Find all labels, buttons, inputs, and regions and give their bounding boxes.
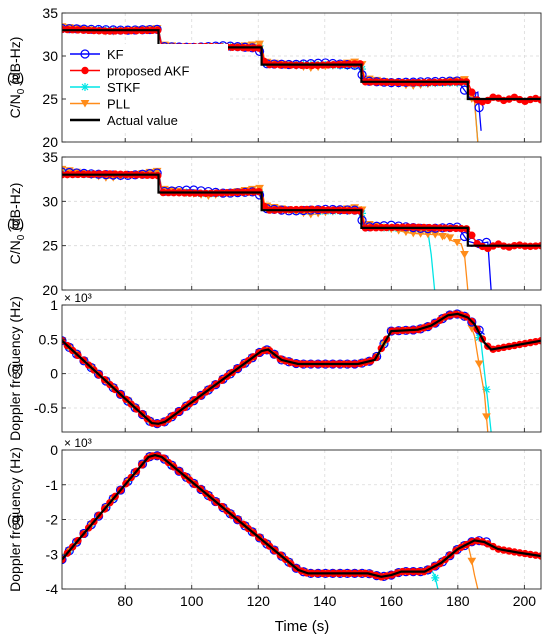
x-axis-label: Time (s): [275, 618, 329, 635]
marker-stkf: [431, 573, 440, 582]
panel-label: (a): [7, 70, 24, 86]
marker-kf: [174, 406, 184, 417]
y-tick-label: -3: [46, 546, 59, 562]
legend-entry-label: Actual value: [107, 113, 178, 128]
y-tick-label: 20: [42, 134, 58, 150]
legend-entry-label: STKF: [107, 80, 140, 95]
y-tick-label: 25: [42, 91, 58, 107]
y-exponent-label: × 10³: [64, 291, 92, 305]
x-tick-label: 160: [380, 593, 404, 609]
x-tick-label: 100: [180, 593, 204, 609]
legend-marker: [81, 66, 89, 75]
x-tick-label: 180: [446, 593, 470, 609]
marker-pll: [467, 557, 477, 566]
y-tick-label: 30: [42, 48, 58, 64]
marker-kf: [62, 554, 67, 565]
series-line-kf: [62, 454, 492, 578]
marker-pll: [255, 40, 264, 49]
marker-kf: [62, 336, 67, 346]
marker-kf: [233, 363, 243, 374]
y-tick-label: -2: [46, 512, 59, 528]
y-tick-label: 25: [42, 238, 58, 254]
y-axis-label: Doppler frequency (Hz): [7, 447, 23, 592]
marker-pll: [474, 360, 484, 369]
legend-entry-label: KF: [107, 47, 124, 62]
y-tick-label: 0: [50, 442, 58, 458]
x-tick-label: 120: [247, 593, 271, 609]
y-tick-label: 35: [42, 149, 58, 165]
series-group: [62, 165, 541, 290]
marker-pll: [445, 234, 455, 242]
y-tick-label: 1: [50, 297, 58, 313]
marker-kf: [174, 466, 184, 476]
y-tick-label: 20: [42, 282, 58, 298]
series-line-stkf: [62, 313, 492, 432]
marker-pll: [452, 238, 462, 247]
series-line-actual-value: [62, 454, 541, 578]
panel-label: (b): [7, 216, 24, 232]
x-tick-label: 140: [313, 593, 337, 609]
panel-b: 20 25 30 35 C/N0 (dB-Hz)(b): [7, 149, 542, 298]
y-tick-label: 0.5: [39, 331, 59, 347]
y-tick-label: 0: [50, 366, 58, 382]
y-tick-label: 35: [42, 5, 58, 21]
legend-entry-label: proposed AKF: [107, 64, 189, 79]
legend-entry-label: PLL: [107, 97, 130, 112]
y-tick-label: 30: [42, 193, 58, 209]
panel-c: -0.5 0 0.5 1 × 10³ Doppler frequency (Hz)(c): [7, 291, 542, 441]
legend-marker: [80, 100, 90, 108]
axes-box: [61, 304, 542, 433]
axes-box: [61, 12, 542, 143]
marker-pll: [482, 413, 491, 421]
series-line-stkf: [62, 454, 439, 589]
x-tick-label: 80: [117, 593, 133, 609]
legend-marker: [80, 49, 90, 59]
marker-pll: [438, 232, 447, 241]
series-line-actual-value: [62, 312, 541, 425]
y-tick-label: -4: [46, 581, 59, 597]
marker-kf: [474, 102, 484, 113]
marker-pll: [460, 251, 469, 259]
axes-box: [61, 156, 542, 291]
marker-stkf: [482, 385, 491, 394]
series-group: [62, 451, 541, 589]
marker-kf: [233, 515, 243, 525]
series-line-actual-value: [62, 29, 541, 101]
series-line-actual-value: [62, 173, 541, 247]
marker-proposed-akf: [468, 231, 476, 239]
y-exponent-label: × 10³: [64, 436, 92, 450]
legend-marker: [81, 83, 89, 91]
y-axis-label: Doppler frequency (Hz): [7, 296, 23, 441]
marker-proposed-akf: [468, 88, 476, 96]
marker-kf: [115, 485, 126, 495]
series-group: [62, 309, 541, 432]
panel-d: 80 100 120 140 160 180 200 -4 -3 -2 -1 0 × 10³ Dopple…: [7, 436, 542, 609]
y-tick-label: -0.5: [34, 400, 58, 416]
y-axis-label: C/N0 (dB-Hz): [7, 37, 27, 119]
series-group: [62, 23, 541, 142]
panel-label: (c): [7, 361, 23, 377]
x-tick-label: 200: [513, 593, 537, 609]
y-tick-label: -1: [46, 477, 59, 493]
panel-a: 20 25 30 35 C/N0 (dB-Hz)(a) KF proposed AKFSTK…: [7, 5, 542, 150]
marker-kf: [115, 389, 126, 399]
y-axis-label: C/N0 (dB-Hz): [7, 183, 27, 265]
panel-label: (d): [7, 512, 24, 528]
